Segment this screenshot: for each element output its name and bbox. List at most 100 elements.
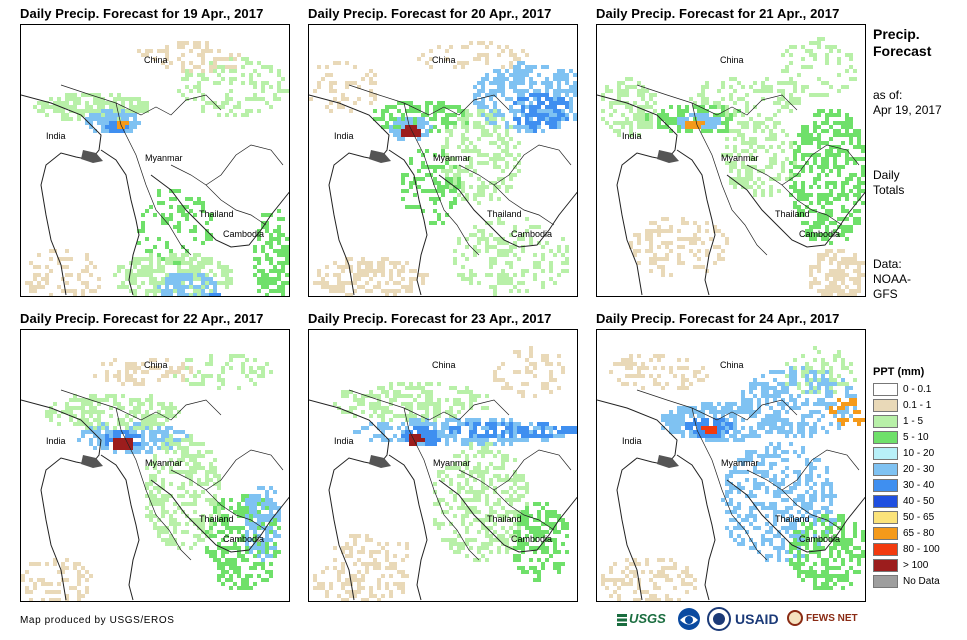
label-thailand: Thailand (199, 209, 234, 219)
legend-label: 20 - 30 (903, 462, 934, 477)
data-source-block: Data: NOAA- GFS (873, 257, 911, 302)
label-myanmar: Myanmar (145, 458, 183, 468)
precip-map: China India Myanmar Thailand Cambodia (596, 24, 866, 297)
panel-title: Daily Precip. Forecast for 22 Apr., 2017 (20, 311, 263, 326)
label-india: India (46, 436, 66, 446)
coastline (101, 455, 139, 600)
no-data-area (657, 455, 679, 468)
label-china: China (432, 55, 456, 65)
legend-swatch (873, 511, 898, 524)
label-india: India (46, 131, 66, 141)
as-of-label: as of: (873, 88, 942, 103)
legend-swatch (873, 543, 898, 556)
forecast-panel-6: Daily Precip. Forecast for 24 Apr., 2017… (596, 311, 866, 586)
usaid-seal-logo (707, 606, 733, 632)
label-cambodia: Cambodia (511, 229, 552, 239)
panel-title: Daily Precip. Forecast for 20 Apr., 2017 (308, 6, 551, 21)
label-thailand: Thailand (199, 514, 234, 524)
label-china: China (144, 55, 168, 65)
panel-title: Daily Precip. Forecast for 23 Apr., 2017 (308, 311, 551, 326)
legend-swatch (873, 527, 898, 540)
forecast-panel-3: Daily Precip. Forecast for 21 Apr., 2017… (596, 6, 866, 281)
legend-item: 50 - 65 (873, 510, 963, 525)
label-india: India (622, 436, 642, 446)
label-cambodia: Cambodia (511, 534, 552, 544)
legend-item: 40 - 50 (873, 494, 963, 509)
country-border (206, 145, 283, 185)
legend-label: 40 - 50 (903, 494, 934, 509)
legend-swatch (873, 463, 898, 476)
legend-item: No Data (873, 574, 963, 589)
label-india: India (334, 131, 354, 141)
usgs-logo: USGS (617, 606, 675, 632)
label-thailand: Thailand (775, 514, 810, 524)
legend-label: No Data (903, 574, 940, 589)
label-myanmar: Myanmar (721, 458, 759, 468)
fewsnet-logo-text: FEWS NET (806, 613, 858, 624)
data-line-2: GFS (873, 287, 911, 302)
noaa-emblem-icon (677, 607, 701, 631)
noaa-logo (677, 606, 703, 632)
totals-line-1: Daily (873, 168, 904, 183)
legend-title: PPT (mm) (873, 366, 924, 378)
label-india: India (334, 436, 354, 446)
usaid-logo: USAID (735, 606, 787, 632)
forecast-panel-4: Daily Precip. Forecast for 22 Apr., 2017… (20, 311, 290, 586)
label-cambodia: Cambodia (223, 534, 264, 544)
forecast-panel-2: Daily Precip. Forecast for 20 Apr., 2017… (308, 6, 578, 281)
label-thailand: Thailand (487, 209, 522, 219)
legend-item: 20 - 30 (873, 462, 963, 477)
panel-title: Daily Precip. Forecast for 21 Apr., 2017 (596, 6, 839, 21)
legend-label: > 100 (903, 558, 928, 573)
data-line-1: NOAA- (873, 272, 911, 287)
label-china: China (432, 360, 456, 370)
legend-label: 1 - 5 (903, 414, 923, 429)
label-china: China (144, 360, 168, 370)
data-label: Data: (873, 257, 911, 272)
label-india: India (622, 131, 642, 141)
legend-swatch (873, 575, 898, 588)
sidebar-title: Precip. Forecast (873, 26, 931, 60)
as-of-date: Apr 19, 2017 (873, 103, 942, 118)
no-data-area (369, 455, 391, 468)
usaid-seal-icon (707, 607, 731, 631)
forecast-panel-1: Daily Precip. Forecast for 19 Apr., 2017… (20, 6, 290, 281)
label-thailand: Thailand (487, 514, 522, 524)
no-data-area (657, 150, 679, 163)
no-data-area (81, 455, 103, 468)
title-line-2: Forecast (873, 43, 931, 60)
precip-map: China India Myanmar Thailand Cambodia (20, 24, 290, 297)
label-cambodia: Cambodia (799, 229, 840, 239)
forecast-panel-5: Daily Precip. Forecast for 23 Apr., 2017… (308, 311, 578, 586)
legend-swatch (873, 415, 898, 428)
legend-label: 80 - 100 (903, 542, 940, 557)
legend-item: 65 - 80 (873, 526, 963, 541)
no-data-area (81, 150, 103, 163)
legend-label: 65 - 80 (903, 526, 934, 541)
legend-swatch (873, 399, 898, 412)
totals-block: Daily Totals (873, 168, 904, 198)
legend-label: 50 - 65 (903, 510, 934, 525)
legend-swatch (873, 479, 898, 492)
title-line-1: Precip. (873, 26, 931, 43)
totals-line-2: Totals (873, 183, 904, 198)
legend-swatch (873, 559, 898, 572)
legend-item: 0 - 0.1 (873, 382, 963, 397)
label-thailand: Thailand (775, 209, 810, 219)
precip-map: China India Myanmar Thailand Cambodia (308, 329, 578, 602)
legend-label: 30 - 40 (903, 478, 934, 493)
label-cambodia: Cambodia (223, 229, 264, 239)
label-myanmar: Myanmar (433, 458, 471, 468)
legend-item: 30 - 40 (873, 478, 963, 493)
legend-item: 1 - 5 (873, 414, 963, 429)
legend-swatch (873, 383, 898, 396)
coastline (389, 455, 427, 600)
legend-item: 10 - 20 (873, 446, 963, 461)
label-myanmar: Myanmar (721, 153, 759, 163)
label-china: China (720, 55, 744, 65)
legend-item: 80 - 100 (873, 542, 963, 557)
label-myanmar: Myanmar (145, 153, 183, 163)
label-cambodia: Cambodia (799, 534, 840, 544)
